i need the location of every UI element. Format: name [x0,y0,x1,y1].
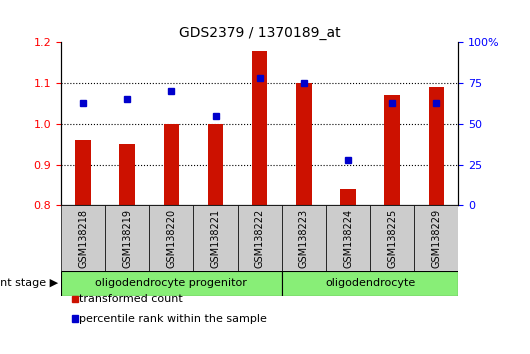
Bar [326,205,370,271]
Bar [75,140,91,205]
Bar [370,205,414,271]
Text: oligodendrocyte: oligodendrocyte [325,278,415,288]
Bar [164,124,179,205]
Text: GSM138221: GSM138221 [210,209,220,268]
Bar [149,205,193,271]
Bar [414,205,458,271]
Bar [384,95,400,205]
Text: development stage ▶: development stage ▶ [0,278,58,288]
Text: GSM138224: GSM138224 [343,209,353,268]
Bar [61,205,105,271]
Bar [429,87,444,205]
Text: percentile rank within the sample: percentile rank within the sample [79,314,267,324]
Text: transformed count: transformed count [79,294,183,304]
Text: GSM138222: GSM138222 [255,209,264,268]
Bar [252,51,268,205]
Bar [208,124,223,205]
Text: GSM138218: GSM138218 [78,209,88,268]
Title: GDS2379 / 1370189_at: GDS2379 / 1370189_at [179,26,340,40]
Text: GSM138220: GSM138220 [166,209,176,268]
Text: GSM138229: GSM138229 [431,209,441,268]
Text: oligodendrocyte progenitor: oligodendrocyte progenitor [95,278,248,288]
Bar [193,205,237,271]
Bar [237,205,282,271]
Bar [61,271,282,296]
Bar [296,83,312,205]
Bar [340,189,356,205]
Text: GSM138219: GSM138219 [122,209,132,268]
Bar [105,205,149,271]
Bar [282,271,458,296]
Text: GSM138225: GSM138225 [387,209,397,268]
Bar [282,205,326,271]
Bar [119,144,135,205]
Text: GSM138223: GSM138223 [299,209,309,268]
